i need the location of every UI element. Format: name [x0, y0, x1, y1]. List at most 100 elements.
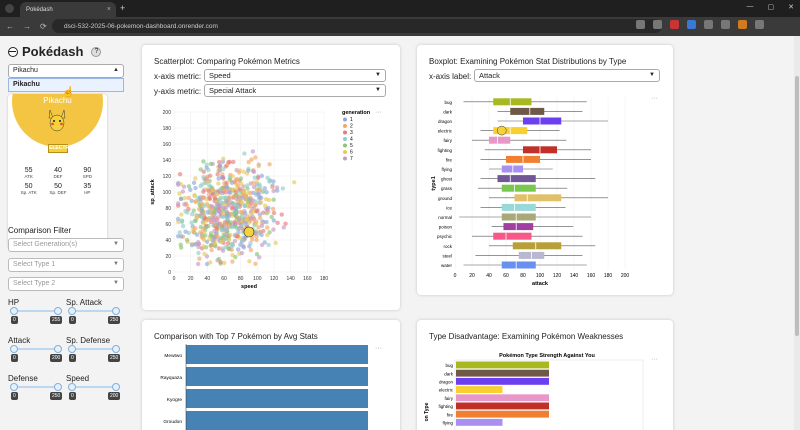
back-icon[interactable]: ← — [6, 22, 14, 31]
slider-max-handle[interactable] — [54, 383, 62, 391]
slider-min-handle[interactable] — [10, 345, 18, 353]
slider-track[interactable] — [12, 310, 60, 312]
extension-icon[interactable] — [687, 20, 696, 29]
new-tab-button[interactable]: + — [120, 3, 126, 13]
top7-chart: Mewtwo Rayquaza Kyogre Groudon — [160, 344, 368, 430]
bar — [186, 389, 368, 408]
box-rect — [501, 165, 523, 173]
y-metric-select[interactable]: Special Attack ▼ — [204, 84, 386, 97]
scatter-point — [196, 250, 201, 256]
hp-slider[interactable]: HP 0 255 — [8, 298, 63, 328]
page-scrollbar[interactable] — [794, 36, 800, 430]
adblock-extension-icon[interactable] — [670, 20, 679, 29]
scrollbar-thumb[interactable] — [795, 76, 799, 336]
browser-tab[interactable]: Pokédash × — [20, 2, 116, 17]
scatter-point — [222, 221, 228, 226]
scatter-point — [259, 232, 264, 238]
slider-max-handle[interactable] — [54, 307, 62, 315]
y-tick-label: 40 — [165, 238, 171, 244]
scatter-point — [254, 209, 260, 214]
scatter-point — [265, 175, 270, 181]
x-metric-select[interactable]: Speed ▼ — [204, 69, 386, 82]
y-tick-label: 160 — [163, 142, 172, 148]
scatter-point — [218, 195, 223, 201]
scatter-point — [191, 180, 197, 185]
url-field[interactable]: dsci-532-2025-06-pokemon-dashboard.onren… — [52, 19, 662, 33]
scatter-point — [237, 217, 242, 222]
scatter-point — [243, 217, 249, 223]
type2-select[interactable]: Select Type 2 ▼ — [8, 277, 124, 291]
slider-track[interactable] — [70, 348, 118, 350]
bar — [186, 367, 368, 386]
attack-slider[interactable]: Attack 0 200 — [8, 336, 63, 366]
pen-extension-icon[interactable] — [653, 20, 662, 29]
highlight-pikachu-marker — [243, 226, 255, 238]
puzzle-extensions-icon[interactable] — [704, 20, 713, 29]
scatter-point — [198, 224, 203, 230]
scatter-point — [215, 202, 220, 207]
scatter-point — [233, 254, 238, 260]
scatter-point — [229, 247, 234, 253]
sidebar-icon[interactable] — [721, 20, 730, 29]
minimize-icon[interactable]: — — [746, 3, 754, 10]
slider-track[interactable] — [12, 348, 60, 350]
slider-max-handle[interactable] — [112, 307, 120, 315]
y-tick-label: fire — [446, 157, 453, 162]
slider-min-handle[interactable] — [10, 383, 18, 391]
close-window-icon[interactable]: ✕ — [788, 4, 794, 11]
pokemon-select[interactable]: Pikachu ▲ — [8, 64, 124, 78]
sp-defense-slider[interactable]: Sp. Defense 0 250 — [66, 336, 121, 366]
help-icon[interactable]: ? — [91, 46, 102, 57]
menu-kebab-icon[interactable] — [755, 20, 764, 29]
chart-menu-icon[interactable]: ··· — [375, 109, 382, 116]
slider-min-handle[interactable] — [68, 383, 76, 391]
tab-close-icon[interactable]: × — [106, 6, 111, 13]
window-controls: — ▢ ✕ — [747, 3, 795, 11]
scatter-point — [178, 245, 184, 250]
boxplot-x-select[interactable]: Attack ▼ — [474, 69, 660, 82]
slider-min-handle[interactable] — [68, 307, 76, 315]
slider-track[interactable] — [12, 386, 60, 388]
scatter-point — [179, 212, 184, 217]
slider-track[interactable] — [70, 310, 118, 312]
profile-avatar-icon[interactable] — [738, 20, 747, 29]
generation-select[interactable]: Select Generation(s) ▼ — [8, 238, 124, 252]
scatter-point — [235, 234, 240, 239]
bar-category-label: Groudon — [163, 419, 182, 425]
legend-swatch — [343, 124, 347, 128]
scatter-point — [220, 248, 226, 253]
tab-search-icon[interactable] — [5, 4, 14, 13]
y-axis-label: on Type — [424, 402, 430, 421]
chart-menu-icon[interactable]: ··· — [375, 345, 382, 352]
slider-max-handle[interactable] — [112, 383, 120, 391]
pokemon-dropdown-option[interactable]: Pikachu — [8, 78, 124, 92]
speed-slider[interactable]: Speed 0 200 — [66, 374, 121, 404]
scatter-point — [206, 217, 211, 223]
maximize-icon[interactable]: ▢ — [767, 4, 775, 11]
slider-min-handle[interactable] — [68, 345, 76, 353]
scatter-point — [220, 214, 226, 220]
scatter-point — [182, 195, 187, 201]
generation-placeholder: Select Generation(s) — [13, 241, 78, 248]
reload-icon[interactable]: ⟳ — [40, 22, 47, 31]
slider-min-handle[interactable] — [10, 307, 18, 315]
chart-menu-icon[interactable]: ··· — [651, 95, 658, 102]
chart-menu-icon[interactable]: ··· — [651, 356, 658, 363]
sp-defense-slider-label: Sp. Defense — [66, 336, 111, 345]
bookmark-star-icon[interactable] — [636, 20, 645, 29]
defense-slider[interactable]: Defense 0 250 — [8, 374, 63, 404]
scatter-point — [213, 241, 218, 246]
slider-max-handle[interactable] — [112, 345, 120, 353]
scatter-point — [245, 186, 250, 191]
scatter-point — [188, 187, 193, 192]
forward-icon[interactable]: → — [23, 22, 31, 31]
slider-min-value: 0 — [69, 316, 76, 324]
scatter-point — [266, 242, 271, 248]
slider-track[interactable] — [70, 386, 118, 388]
speed-slider-label: Speed — [66, 374, 90, 383]
type1-select[interactable]: Select Type 1 ▼ — [8, 258, 124, 272]
slider-max-handle[interactable] — [54, 345, 62, 353]
sp-attack-slider[interactable]: Sp. Attack 0 250 — [66, 298, 121, 328]
scatter-point — [241, 169, 246, 174]
chevron-down-icon: ▼ — [375, 72, 381, 78]
